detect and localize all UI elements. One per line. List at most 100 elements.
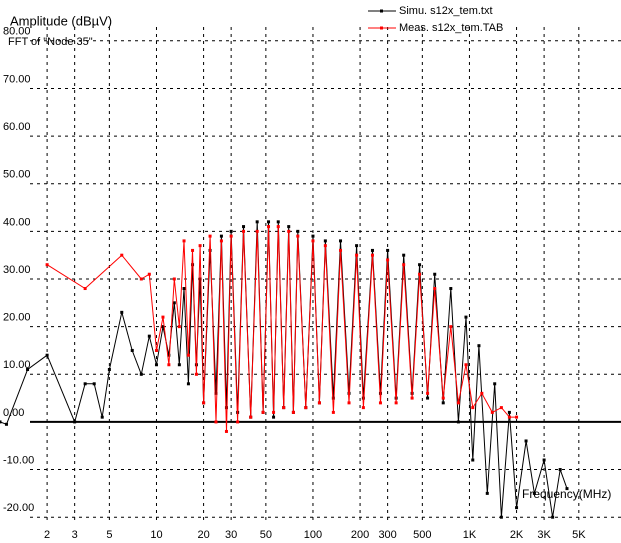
data-point bbox=[485, 491, 489, 495]
data-point bbox=[208, 234, 212, 238]
y-tick-label: 60.00 bbox=[3, 121, 31, 133]
data-point bbox=[386, 258, 390, 262]
data-point bbox=[361, 406, 365, 410]
data-point bbox=[291, 410, 295, 414]
data-point bbox=[304, 406, 308, 410]
x-tick-label: 2K bbox=[510, 529, 524, 541]
data-point bbox=[339, 239, 343, 243]
data-point bbox=[378, 401, 382, 405]
y-tick-label: 30.00 bbox=[3, 264, 31, 276]
data-point bbox=[433, 287, 437, 291]
data-point bbox=[154, 363, 158, 367]
data-point bbox=[139, 372, 143, 376]
data-point bbox=[224, 406, 228, 410]
data-point bbox=[410, 396, 414, 400]
y-tick-label: 0.00 bbox=[3, 407, 24, 419]
data-point bbox=[276, 220, 280, 224]
data-point bbox=[224, 429, 228, 433]
data-point bbox=[317, 401, 321, 405]
data-point bbox=[172, 301, 176, 305]
chart-title: Amplitude (dBµV) bbox=[10, 13, 112, 28]
data-point bbox=[558, 468, 562, 472]
x-tick-label: 100 bbox=[304, 529, 322, 541]
data-point bbox=[45, 353, 49, 357]
data-point bbox=[147, 272, 151, 276]
data-point bbox=[161, 325, 165, 329]
y-tick-label: 80.00 bbox=[3, 26, 31, 38]
data-point bbox=[394, 401, 398, 405]
data-point bbox=[499, 515, 503, 519]
data-point bbox=[323, 244, 327, 248]
data-point bbox=[198, 277, 202, 281]
data-point bbox=[524, 439, 528, 443]
data-point bbox=[507, 415, 511, 419]
data-point bbox=[130, 348, 134, 352]
data-point bbox=[433, 272, 437, 276]
y-tick-label: 10.00 bbox=[3, 359, 31, 371]
data-point bbox=[191, 248, 195, 252]
data-point bbox=[249, 415, 253, 419]
data-point bbox=[219, 239, 223, 243]
x-tick-label: 2 bbox=[44, 529, 50, 541]
data-point bbox=[186, 382, 190, 386]
data-point bbox=[4, 422, 8, 426]
data-point bbox=[347, 401, 351, 405]
data-point bbox=[177, 325, 181, 329]
data-point bbox=[471, 458, 475, 462]
data-point bbox=[287, 229, 291, 233]
data-point bbox=[120, 253, 124, 257]
data-point bbox=[551, 515, 555, 519]
data-point bbox=[242, 229, 246, 233]
data-point bbox=[202, 401, 206, 405]
data-point bbox=[182, 287, 186, 291]
data-point bbox=[167, 363, 171, 367]
x-tick-label: 5 bbox=[106, 529, 112, 541]
data-point bbox=[161, 315, 165, 319]
data-point bbox=[402, 263, 406, 267]
legend-marker bbox=[380, 9, 383, 13]
data-point bbox=[147, 334, 151, 338]
x-tick-label: 30 bbox=[225, 529, 237, 541]
data-point bbox=[441, 401, 445, 405]
y-tick-label: -10.00 bbox=[3, 454, 34, 466]
data-point bbox=[182, 239, 186, 243]
data-point bbox=[236, 420, 240, 424]
data-point bbox=[267, 220, 271, 224]
y-tick-label: 70.00 bbox=[3, 73, 31, 85]
data-point bbox=[402, 253, 406, 257]
data-point bbox=[339, 248, 343, 252]
x-tick-label: 3K bbox=[537, 529, 551, 541]
data-point bbox=[456, 420, 460, 424]
data-point bbox=[229, 234, 233, 238]
data-point bbox=[282, 406, 286, 410]
x-tick-label: 1K bbox=[463, 529, 477, 541]
data-point bbox=[542, 458, 546, 462]
data-point bbox=[120, 310, 124, 314]
data-point bbox=[515, 506, 519, 510]
data-point bbox=[92, 382, 96, 386]
data-point bbox=[490, 410, 494, 414]
series-line bbox=[46, 226, 517, 432]
x-tick-label: 3 bbox=[72, 529, 78, 541]
data-point bbox=[418, 272, 422, 276]
data-point bbox=[464, 363, 468, 367]
chart-subtitle: FFT of "Node 35" bbox=[8, 36, 93, 48]
data-point bbox=[426, 391, 430, 395]
legend-label: Meas. s12x_tem.TAB bbox=[399, 22, 503, 34]
data-point bbox=[499, 406, 503, 410]
data-point bbox=[296, 229, 300, 233]
data-point bbox=[100, 415, 104, 419]
data-point bbox=[426, 396, 430, 400]
data-point bbox=[507, 410, 511, 414]
data-point bbox=[83, 287, 87, 291]
data-point bbox=[219, 234, 223, 238]
data-point bbox=[471, 406, 475, 410]
data-point bbox=[26, 368, 30, 372]
data-point bbox=[323, 239, 327, 243]
data-point bbox=[370, 248, 374, 252]
data-point bbox=[242, 225, 246, 229]
data-point bbox=[565, 487, 569, 491]
data-point bbox=[186, 353, 190, 357]
data-point bbox=[477, 344, 481, 348]
